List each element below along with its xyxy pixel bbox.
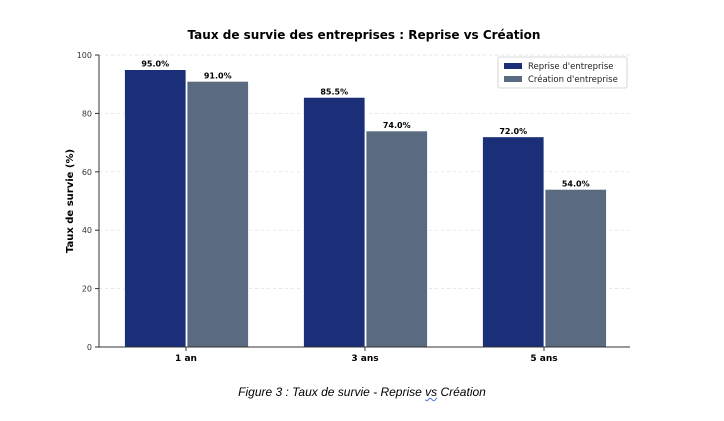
chart-title: Taux de survie des entreprises : Reprise… — [188, 28, 541, 42]
data-label: 85.5% — [320, 87, 348, 96]
y-tick-label: 0 — [87, 343, 92, 352]
caption-text-end: Création — [437, 385, 486, 399]
bar — [365, 130, 428, 348]
bar — [482, 136, 545, 348]
y-tick-label: 40 — [82, 226, 92, 235]
bar — [303, 96, 366, 348]
legend-swatch — [504, 76, 522, 82]
y-tick-label: 60 — [82, 168, 92, 177]
x-tick-label: 3 ans — [351, 354, 378, 364]
bar — [124, 69, 187, 348]
data-label: 72.0% — [499, 127, 527, 136]
legend-swatch — [504, 63, 522, 69]
caption-spellcheck-word: vs — [425, 385, 438, 399]
data-label: 95.0% — [141, 60, 169, 69]
legend: Reprise d'entreprise Création d'entrepris… — [497, 56, 628, 89]
caption-text: Figure 3 : Taux de survie - Reprise — [238, 385, 426, 399]
figure-caption: Figure 3 : Taux de survie - Reprise vs C… — [0, 385, 724, 399]
x-tick-label: 1 an — [175, 354, 197, 364]
bar — [544, 188, 607, 348]
x-tick-label: 5 ans — [530, 354, 557, 364]
bar — [186, 80, 249, 348]
data-label: 54.0% — [562, 179, 590, 188]
data-label: 74.0% — [383, 121, 411, 130]
y-tick-label: 100 — [77, 51, 92, 60]
y-tick-label: 80 — [82, 109, 92, 118]
legend-label: Création d'entreprise — [528, 74, 618, 85]
data-label: 91.0% — [204, 71, 232, 80]
y-axis-label: Taux de survie (%) — [65, 149, 76, 253]
legend-label: Reprise d'entreprise — [528, 62, 614, 72]
y-tick-label: 20 — [82, 285, 92, 294]
legend-box — [497, 56, 628, 89]
